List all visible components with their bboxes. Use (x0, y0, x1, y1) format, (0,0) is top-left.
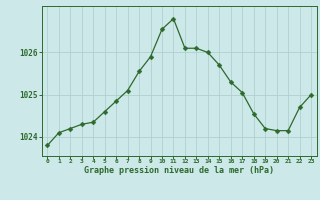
X-axis label: Graphe pression niveau de la mer (hPa): Graphe pression niveau de la mer (hPa) (84, 166, 274, 175)
